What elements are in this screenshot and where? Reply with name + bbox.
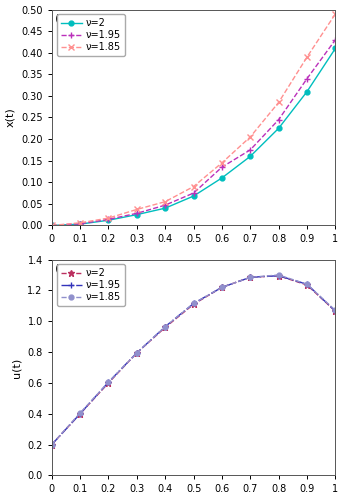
ν=2 xyxy=(277,126,281,132)
ν=1.85 xyxy=(192,184,196,190)
ν=2 xyxy=(333,46,337,52)
ν=1.85 xyxy=(220,160,224,166)
Text: (a): (a) xyxy=(55,14,70,24)
ν=1.95 xyxy=(78,220,82,226)
ν=1.95 xyxy=(192,300,196,306)
ν=1.85 xyxy=(305,54,309,60)
ν=1.85 xyxy=(163,198,167,204)
ν=1.95 xyxy=(220,164,224,170)
ν=1.95 xyxy=(192,190,196,196)
ν=1.85 xyxy=(277,100,281,105)
ν=1.85 xyxy=(106,215,110,221)
ν=2 xyxy=(50,442,54,448)
ν=1.85 xyxy=(192,300,196,306)
Line: ν=2: ν=2 xyxy=(49,46,338,228)
ν=2 xyxy=(305,282,309,288)
Line: ν=1.95: ν=1.95 xyxy=(48,272,339,448)
ν=2 xyxy=(277,272,281,278)
ν=2 xyxy=(135,350,139,356)
ν=1.95 xyxy=(277,272,281,278)
ν=2 xyxy=(50,222,54,228)
ν=1.95 xyxy=(305,76,309,82)
ν=2 xyxy=(248,274,252,280)
ν=1.95 xyxy=(163,202,167,208)
ν=1.95 xyxy=(135,350,139,356)
ν=1.85 xyxy=(50,442,54,448)
ν=1.85 xyxy=(333,308,337,314)
ν=2 xyxy=(163,324,167,330)
ν=1.85 xyxy=(333,11,337,17)
ν=2 xyxy=(135,212,139,218)
ν=1.95 xyxy=(333,37,337,43)
ν=1.85 xyxy=(106,379,110,385)
ν=2 xyxy=(192,302,196,308)
ν=1.95 xyxy=(248,147,252,153)
ν=2 xyxy=(192,193,196,199)
ν=1.85 xyxy=(135,350,139,356)
ν=1.95 xyxy=(78,410,82,416)
ν=2 xyxy=(78,221,82,227)
ν=1.85 xyxy=(220,284,224,290)
ν=1.85 xyxy=(78,220,82,226)
ν=1.95 xyxy=(135,210,139,216)
ν=1.95 xyxy=(333,308,337,314)
Line: ν=1.85: ν=1.85 xyxy=(49,11,338,228)
Text: (b): (b) xyxy=(55,264,71,274)
ν=2 xyxy=(248,154,252,160)
ν=1.85 xyxy=(248,134,252,140)
ν=1.95 xyxy=(163,324,167,330)
ν=2 xyxy=(163,205,167,211)
ν=1.85 xyxy=(78,410,82,416)
ν=1.95 xyxy=(305,281,309,287)
Y-axis label: u(t): u(t) xyxy=(12,358,22,378)
Y-axis label: x(t): x(t) xyxy=(6,108,15,128)
Line: ν=1.85: ν=1.85 xyxy=(49,272,338,447)
ν=1.85 xyxy=(248,274,252,280)
ν=1.85 xyxy=(50,222,54,228)
ν=1.95 xyxy=(106,379,110,385)
ν=2 xyxy=(333,308,337,314)
ν=1.95 xyxy=(50,442,54,448)
ν=2 xyxy=(220,284,224,290)
ν=1.95 xyxy=(50,222,54,228)
ν=1.85 xyxy=(277,272,281,278)
ν=1.85 xyxy=(135,206,139,212)
ν=2 xyxy=(305,88,309,94)
ν=1.95 xyxy=(220,284,224,290)
ν=2 xyxy=(78,410,82,416)
ν=2 xyxy=(106,217,110,223)
ν=1.95 xyxy=(277,116,281,122)
ν=1.85 xyxy=(305,281,309,287)
ν=2 xyxy=(220,175,224,181)
Legend: ν=2, ν=1.95, ν=1.85: ν=2, ν=1.95, ν=1.85 xyxy=(57,14,125,56)
Line: ν=2: ν=2 xyxy=(48,272,339,448)
ν=1.85 xyxy=(163,324,167,330)
ν=1.95 xyxy=(248,274,252,280)
Legend: ν=2, ν=1.95, ν=1.85: ν=2, ν=1.95, ν=1.85 xyxy=(57,264,125,306)
ν=2 xyxy=(106,380,110,386)
ν=1.95 xyxy=(106,216,110,222)
Line: ν=1.95: ν=1.95 xyxy=(48,36,339,229)
